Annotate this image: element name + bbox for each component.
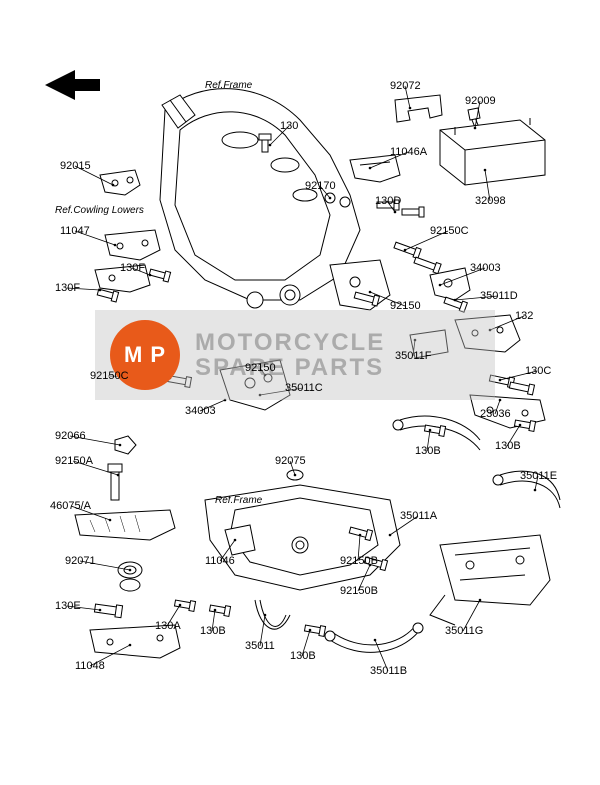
watermark-badge: M P — [110, 320, 180, 390]
part-35011E — [493, 471, 560, 508]
part-bottom-hooks — [174, 598, 325, 636]
watermark-text: MOTORCYCLE SPARE PARTS — [195, 330, 385, 380]
part-32098 — [440, 118, 545, 185]
watermark-badge-text: M P — [124, 342, 166, 368]
watermark-line1: MOTORCYCLE — [195, 330, 385, 355]
part-130 — [259, 134, 271, 152]
part-35011G — [430, 535, 550, 625]
part-130C — [489, 373, 535, 395]
part-left-column — [75, 436, 180, 658]
part-11046A — [350, 155, 400, 182]
part-92072 — [395, 95, 442, 122]
watermark-line2: SPARE PARTS — [195, 355, 385, 380]
part-35011B — [325, 623, 423, 652]
part-130D — [377, 200, 424, 217]
part-11046 — [225, 525, 255, 555]
diagram-stage: M P MOTORCYCLE SPARE PARTS Ref.Frame Ref… — [0, 0, 600, 785]
part-bracket-92015 — [100, 170, 140, 195]
part-11047 — [95, 230, 160, 292]
part-92170 — [325, 193, 350, 207]
